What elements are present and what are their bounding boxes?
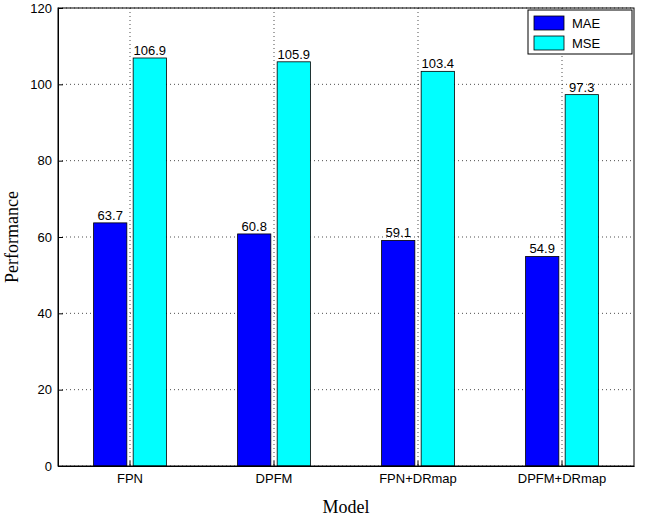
bar — [238, 234, 271, 466]
tick: 100 — [30, 77, 63, 92]
y-axis-title: Performance — [2, 191, 22, 283]
legend-swatch — [534, 36, 564, 50]
tick-mark — [58, 237, 63, 238]
legend: MAE MSE — [528, 10, 632, 54]
bar — [94, 223, 127, 466]
data-label: 103.4 — [422, 56, 455, 71]
tick-mark — [58, 161, 63, 162]
x-axis: FPN DPFM FPN+DRmap DPFM+DRmap — [59, 461, 635, 486]
data-label: 106.9 — [134, 43, 167, 58]
tick-mark — [58, 390, 63, 391]
legend-swatch — [534, 16, 564, 30]
data-labels: 63.7 60.8 59.1 54.9 106.9 105.9 103.4 97.3 — [98, 43, 595, 256]
tick-label: 0 — [45, 459, 52, 474]
bar — [526, 256, 559, 466]
grid-line — [130, 8, 131, 466]
legend-label: MAE — [572, 16, 601, 31]
data-label: 60.8 — [242, 219, 267, 234]
plot: 63.7 60.8 59.1 54.9 106.9 105.9 103.4 97.3 0 20 40… — [30, 1, 634, 487]
legend-label: MSE — [572, 36, 601, 51]
tick-label: 60 — [38, 230, 52, 245]
tick-label: 40 — [38, 306, 52, 321]
tick-label: 120 — [30, 1, 52, 16]
bar — [565, 95, 598, 466]
tick: FPN+DRmap — [379, 461, 457, 486]
tick: 120 — [30, 1, 63, 16]
tick: DPFM+DRmap — [518, 461, 607, 486]
tick: 40 — [38, 306, 63, 321]
tick-label: DPFM — [256, 471, 293, 486]
data-label: 97.3 — [569, 80, 594, 95]
tick-label: 80 — [38, 153, 52, 168]
axis-line — [59, 466, 635, 467]
bar — [277, 62, 310, 466]
tick-mark — [130, 461, 131, 466]
tick: FPN — [117, 461, 143, 486]
grid-line — [418, 8, 419, 466]
y-axis: 0 20 40 60 80 100 120 — [30, 1, 63, 474]
legend-box — [528, 10, 632, 54]
tick-mark — [274, 461, 275, 466]
tick: DPFM — [256, 461, 293, 486]
bar — [133, 58, 166, 466]
bars — [94, 58, 599, 466]
tick: 80 — [38, 153, 63, 168]
tick: 60 — [38, 230, 63, 245]
grid-line — [274, 8, 275, 466]
data-label: 105.9 — [278, 47, 311, 62]
chart: 63.7 60.8 59.1 54.9 106.9 105.9 103.4 97.3 0 20 40… — [0, 0, 646, 521]
bar — [382, 240, 415, 466]
tick-mark — [58, 84, 63, 85]
tick: 20 — [38, 382, 63, 397]
tick-mark — [58, 313, 63, 314]
tick-label: FPN — [117, 471, 143, 486]
data-label: 54.9 — [530, 241, 555, 256]
tick-mark — [418, 461, 419, 466]
tick-label: DPFM+DRmap — [518, 471, 607, 486]
tick-label: 20 — [38, 382, 52, 397]
tick-label: 100 — [30, 77, 52, 92]
x-axis-title: Model — [323, 497, 370, 517]
bar — [421, 71, 454, 466]
data-label: 63.7 — [98, 208, 123, 223]
tick-mark — [562, 461, 563, 466]
plot-background — [58, 8, 634, 466]
tick-label: FPN+DRmap — [379, 471, 457, 486]
plot-frame — [58, 8, 634, 466]
data-label: 59.1 — [386, 225, 411, 240]
tick-mark — [58, 8, 63, 9]
grid — [58, 8, 634, 466]
grid-line — [562, 8, 563, 466]
